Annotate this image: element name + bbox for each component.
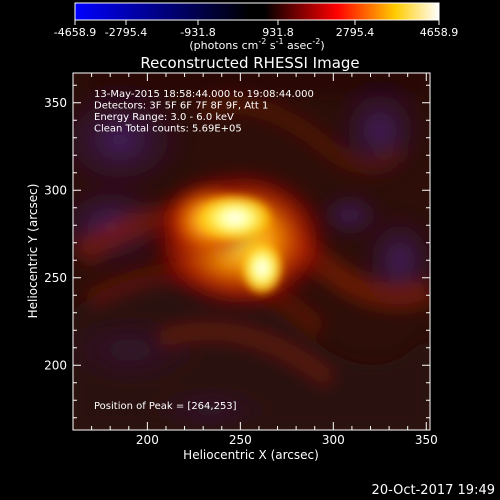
x-axis: 200 250 300 350: [72, 73, 438, 447]
x-tick-label: 300: [322, 433, 345, 447]
annotation-line: 13-May-2015 18:58:44.000 to 19:08:44.000: [94, 89, 314, 100]
colorbar: [74, 2, 440, 21]
annotation-line: Clean Total counts: 5.69E+05: [94, 124, 242, 135]
x-axis-label: Heliocentric X (arcsec): [183, 448, 319, 462]
y-axis-label: Heliocentric Y (arcsec): [26, 184, 40, 319]
x-tick-label: 250: [229, 433, 252, 447]
peak-position-label: Position of Peak = [264,253]: [94, 401, 237, 412]
colorbar-unit-label: (photons cm-2 s-1 asec-2): [189, 37, 324, 52]
colorbar-tick-label: 4658.9: [420, 26, 459, 39]
plot-frame: [72, 72, 431, 431]
colorbar-tick-label: -2795.4: [105, 26, 147, 39]
x-tick-label: 350: [415, 433, 438, 447]
annotation-line: Detectors: 3F 5F 6F 7F 8F 9F, Att 1: [94, 101, 268, 112]
chart-title: Reconstructed RHESSI Image: [140, 54, 359, 72]
colorbar-ticks: -4658.9 -2795.4 -931.8 931.8 2795.4 4658.9: [54, 20, 458, 39]
timestamp: 20-Oct-2017 19:49: [372, 483, 495, 498]
annotation-block: 13-May-2015 18:58:44.000 to 19:08:44.000…: [94, 89, 314, 135]
colorbar-tick-label: 2795.4: [336, 26, 375, 39]
colorbar-tick-label: -931.8: [180, 26, 215, 39]
y-tick-label: 250: [44, 271, 67, 285]
x-tick-label: 200: [136, 433, 159, 447]
heatmap-image: [73, 73, 430, 430]
y-axis: 200 250 300 350: [44, 84, 430, 419]
annotation-line: Energy Range: 3.0 - 6.0 keV: [94, 112, 234, 123]
y-tick-label: 300: [44, 183, 67, 197]
colorbar-tick-label: -4658.9: [54, 26, 96, 39]
y-tick-label: 200: [44, 358, 67, 372]
y-tick-label: 350: [44, 96, 67, 110]
colorbar-tick-label: 931.8: [262, 26, 294, 39]
